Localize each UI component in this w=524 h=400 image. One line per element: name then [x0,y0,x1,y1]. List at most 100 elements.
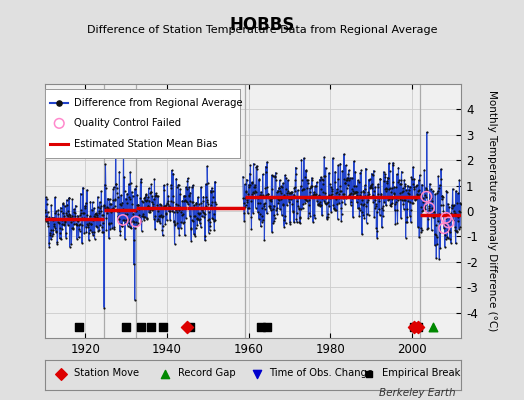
Point [82,200,90,206]
Point [188,199,196,205]
Point [135,214,143,220]
Point [118,199,127,206]
Point [185,198,194,204]
Point [163,181,171,187]
Point [161,220,170,227]
Point [345,167,353,174]
Point [304,180,312,186]
Point [448,205,456,212]
Point [397,176,406,183]
Point [406,183,414,190]
Point [374,184,383,190]
Point [354,177,362,184]
Point [438,192,446,199]
Point [47,227,55,233]
Point [81,202,90,209]
Point [267,172,276,178]
Point [199,198,208,204]
Point [104,220,113,226]
Point [343,185,351,192]
Point [377,190,386,197]
Point [99,229,107,236]
Point [272,205,281,212]
Point [243,197,251,204]
Point [401,183,409,189]
Point [273,189,281,196]
Point [296,214,304,220]
Point [187,224,195,231]
Point [268,173,277,179]
Point [61,218,70,225]
Point [139,213,147,220]
Point [416,172,424,178]
Point [399,206,408,212]
Point [172,200,180,207]
Point [79,184,87,191]
Point [64,195,73,202]
Point [158,232,167,238]
Point [395,177,403,184]
Point [160,203,169,209]
Point [45,243,53,250]
Point [391,221,400,228]
Point [186,190,194,196]
Point [77,190,85,197]
Point [194,201,203,208]
Point [54,216,63,222]
Point [401,234,410,241]
Point [239,195,247,201]
Text: Station Move: Station Move [74,368,139,378]
Point [49,230,58,237]
Point [179,205,188,211]
Point [94,204,102,210]
Point [405,191,413,197]
Point [342,177,350,184]
Point [327,208,335,215]
Point [69,226,78,232]
Point [266,197,274,203]
Point [141,198,150,204]
Point [124,217,133,223]
Point [333,186,341,192]
Point [153,218,161,224]
Point [206,219,214,226]
Point [387,203,395,210]
Point [239,199,248,206]
Point [110,226,118,233]
Point [138,213,146,220]
Point [307,183,315,189]
Point [150,215,158,222]
Point [367,182,376,188]
Point [257,189,265,195]
Point [97,203,105,210]
Point [300,155,308,161]
Point [340,151,348,157]
Point [156,205,165,212]
Point [435,256,443,262]
Point [83,212,91,218]
Point [386,168,394,174]
Point [369,172,377,178]
Point [285,196,293,202]
Point [299,194,308,200]
Point [172,183,181,190]
Point [121,235,129,242]
Point [204,201,212,207]
Point [326,194,334,200]
Point [266,207,275,213]
Point [48,233,57,240]
Point [337,218,345,224]
Text: Record Gap: Record Gap [178,368,235,378]
Point [331,179,339,185]
Point [363,211,371,217]
Point [362,203,370,210]
Point [241,195,249,202]
Point [48,214,56,221]
Point [206,188,215,194]
Point [62,210,71,216]
Point [112,140,120,147]
Point [442,236,450,243]
Point [147,323,155,330]
Point [322,194,330,201]
Point [419,199,428,205]
